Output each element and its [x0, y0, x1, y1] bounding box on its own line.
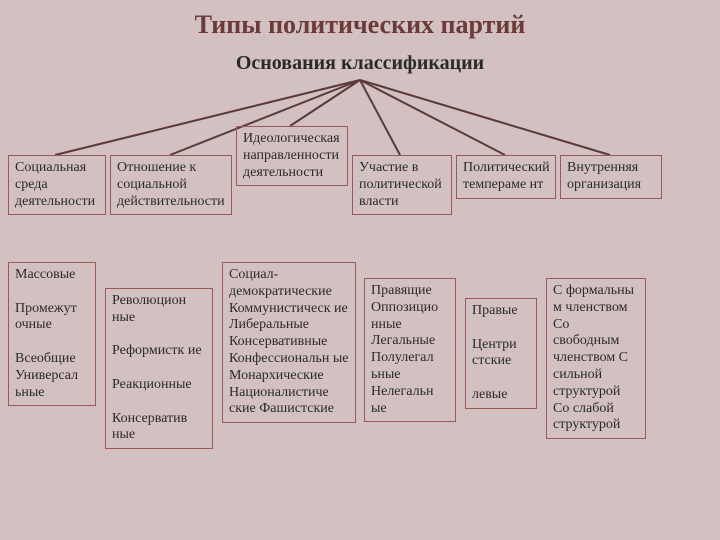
items-box-b5: Правые Центри стские левые [465, 298, 537, 409]
category-box-c2: Отношение к социальной действительности [110, 155, 232, 215]
background [0, 0, 720, 540]
items-box-b1: Массовые Промежут очные Всеобщие Универс… [8, 262, 96, 406]
items-box-b3: Социал-демократические Коммунистическ ие… [222, 262, 356, 423]
items-box-b4: Правящие Оппозицио нные Легальные Полуле… [364, 278, 456, 422]
category-box-c3: Идеологическая направленности деятельнос… [236, 126, 348, 186]
category-box-c4: Участие в политической власти [352, 155, 452, 215]
category-box-c1: Социальная среда деятельности [8, 155, 106, 215]
items-box-b2: Революцион ные Реформистк ие Реакционные… [105, 288, 213, 449]
page-title: Типы политических партий [0, 10, 720, 40]
items-box-b6: С формальны м членством Со свободным чле… [546, 278, 646, 439]
category-box-c5: Политический темпераме нт [456, 155, 556, 199]
page-subtitle: Основания классификации [0, 52, 720, 75]
category-box-c6: Внутренняя организация [560, 155, 662, 199]
